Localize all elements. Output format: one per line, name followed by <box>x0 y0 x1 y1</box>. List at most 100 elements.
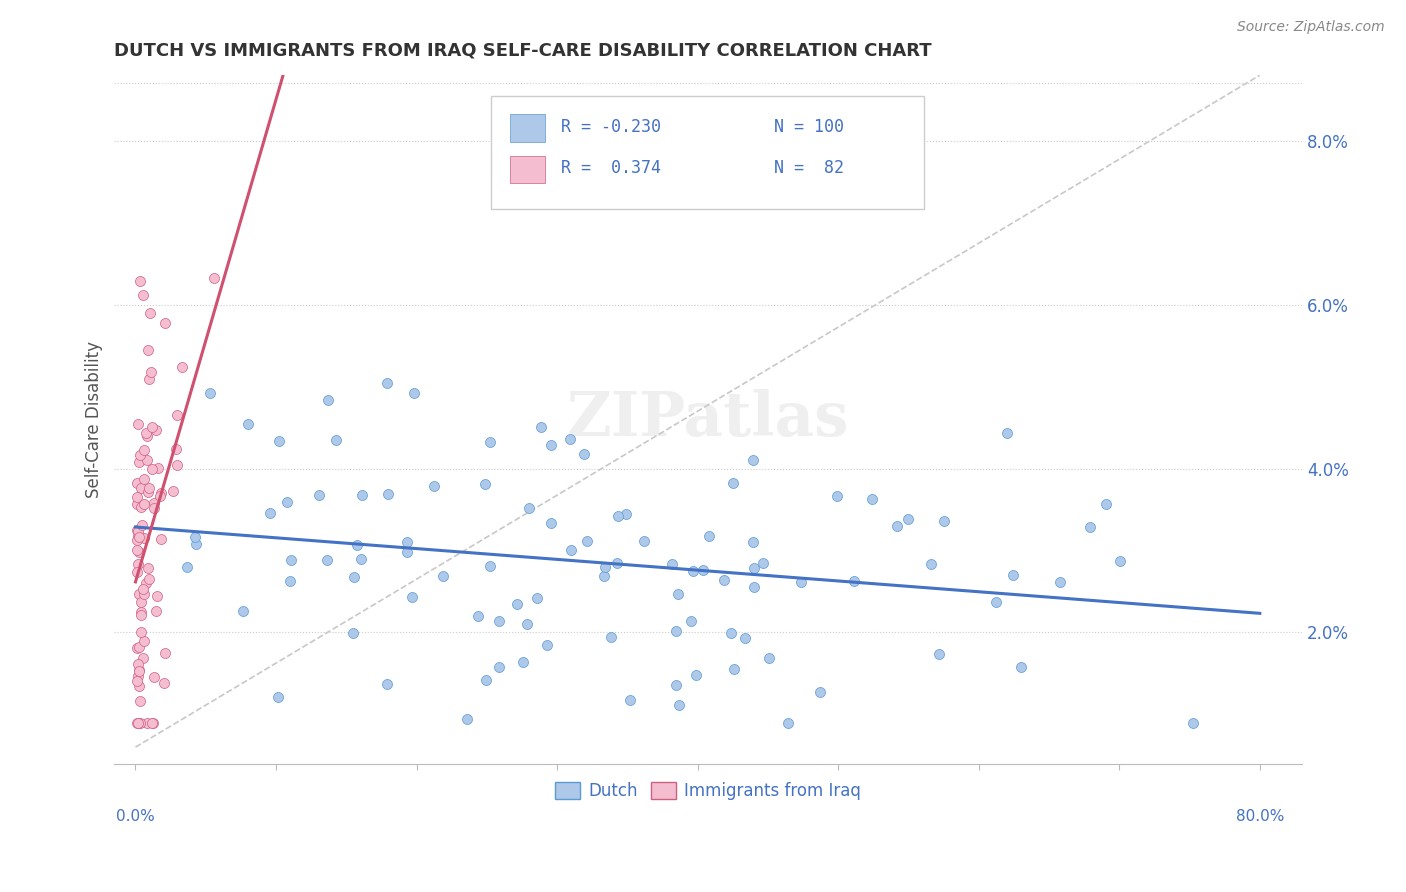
Point <box>132 442 155 457</box>
Text: N = 100: N = 100 <box>773 118 844 136</box>
Point <box>432 569 454 583</box>
Point <box>141 420 163 434</box>
Point <box>129 607 152 622</box>
Point <box>127 657 149 672</box>
Point <box>593 559 616 574</box>
FancyBboxPatch shape <box>491 95 924 210</box>
Point <box>842 574 865 588</box>
Point <box>758 651 780 665</box>
Point <box>540 516 562 530</box>
Point <box>1001 568 1024 582</box>
Point <box>423 479 446 493</box>
Point <box>456 712 478 726</box>
Point <box>132 532 155 546</box>
Point <box>530 419 553 434</box>
Point <box>778 715 800 730</box>
Point <box>721 475 744 490</box>
Point <box>165 442 187 457</box>
Point <box>132 650 155 665</box>
Text: R = -0.230: R = -0.230 <box>561 118 661 136</box>
Point <box>713 573 735 587</box>
Point <box>129 274 152 288</box>
Point <box>479 434 502 449</box>
Point <box>143 496 166 510</box>
Point <box>860 491 883 506</box>
Point <box>232 604 254 618</box>
Point <box>128 455 150 469</box>
Point <box>720 626 742 640</box>
Point <box>276 495 298 509</box>
Point <box>512 655 534 669</box>
Point <box>475 673 498 687</box>
Point <box>128 715 150 730</box>
Point <box>536 638 558 652</box>
Point <box>593 569 616 583</box>
Point <box>162 484 184 499</box>
Point <box>474 477 496 491</box>
Point <box>145 604 167 618</box>
Text: R =  0.374: R = 0.374 <box>561 159 661 178</box>
Point <box>488 614 510 628</box>
Point <box>129 624 152 639</box>
Point <box>148 461 170 475</box>
Point <box>125 673 148 688</box>
Point <box>633 533 655 548</box>
Point <box>346 538 368 552</box>
Y-axis label: Self-Care Disability: Self-Care Disability <box>86 341 103 498</box>
Point <box>614 507 637 521</box>
Point <box>1181 715 1204 730</box>
Point <box>125 533 148 547</box>
Point <box>142 501 165 516</box>
Point <box>132 471 155 485</box>
Point <box>136 429 159 443</box>
Point <box>668 698 690 713</box>
Point <box>141 461 163 475</box>
Point <box>682 564 704 578</box>
Point <box>920 557 942 571</box>
Point <box>1049 574 1071 589</box>
Point <box>132 634 155 648</box>
Point <box>995 425 1018 440</box>
Point <box>478 558 501 573</box>
Point <box>128 640 150 654</box>
Point <box>267 434 290 449</box>
Point <box>127 497 149 511</box>
Point <box>572 447 595 461</box>
Text: ZIPatlas: ZIPatlas <box>567 389 849 450</box>
Point <box>128 679 150 693</box>
Point <box>142 715 165 730</box>
Point <box>135 715 157 730</box>
Point <box>401 590 423 604</box>
Point <box>132 497 155 511</box>
Text: DUTCH VS IMMIGRANTS FROM IRAQ SELF-CARE DISABILITY CORRELATION CHART: DUTCH VS IMMIGRANTS FROM IRAQ SELF-CARE … <box>114 42 932 60</box>
Point <box>377 487 399 501</box>
Bar <box>510 156 546 183</box>
Point <box>136 343 159 358</box>
Point <box>396 545 419 559</box>
Point <box>128 545 150 559</box>
Point <box>325 434 347 448</box>
Point <box>127 669 149 683</box>
Point <box>127 543 149 558</box>
Point <box>742 561 765 575</box>
Point <box>139 365 162 379</box>
Point <box>308 488 330 502</box>
Point <box>697 529 720 543</box>
Point <box>343 570 366 584</box>
Point <box>606 556 628 570</box>
Point <box>827 489 849 503</box>
Point <box>135 452 157 467</box>
Point <box>741 453 763 467</box>
Point <box>125 715 148 730</box>
Point <box>141 715 163 730</box>
Point <box>575 533 598 548</box>
Point <box>395 534 418 549</box>
Point <box>808 684 831 698</box>
Point <box>128 665 150 679</box>
Point <box>132 582 155 596</box>
Bar <box>510 114 546 142</box>
Point <box>149 486 172 500</box>
Point <box>170 359 193 374</box>
Point <box>131 288 153 302</box>
Point <box>138 306 160 320</box>
